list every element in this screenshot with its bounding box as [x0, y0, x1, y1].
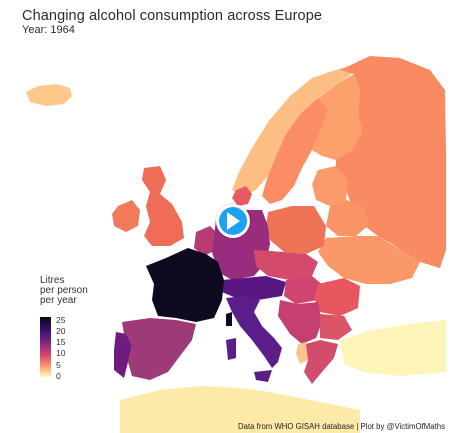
region-romania — [314, 278, 360, 316]
region-corsica — [226, 312, 232, 326]
region-iceland — [26, 84, 72, 106]
legend-tick-label: 15 — [56, 337, 66, 347]
region-sweden — [262, 98, 328, 204]
region-austria-switzerland — [222, 276, 286, 300]
region-france — [146, 248, 224, 322]
region-finland — [312, 74, 362, 160]
region-czechoslovakia — [254, 250, 318, 280]
region-bulgaria — [320, 314, 352, 340]
legend-title-line: Litres — [40, 275, 65, 286]
play-triangle-glyph — [227, 212, 240, 230]
region-belarus — [326, 200, 370, 236]
region-sardinia — [226, 338, 236, 360]
region-greece — [304, 340, 338, 384]
map-title: Changing alcohol consumption across Euro… — [22, 8, 323, 24]
map-subtitle-year: Year: 1964 — [22, 24, 75, 36]
region-denmark — [232, 186, 252, 206]
region-benelux — [194, 226, 218, 256]
region-uk — [142, 166, 184, 246]
region-spain — [122, 318, 196, 380]
region-hungary — [284, 276, 324, 304]
region-portugal — [114, 332, 132, 378]
region-yugoslavia — [278, 300, 322, 344]
legend: Litres per person per year 25 20 15 10 5… — [40, 275, 88, 381]
region-baltics — [312, 166, 348, 206]
legend-color-bar — [40, 317, 51, 377]
region-albania — [296, 342, 308, 364]
region-italy — [226, 296, 282, 368]
region-poland — [266, 206, 326, 254]
legend-tick-label: 0 — [56, 371, 61, 381]
region-turkey — [340, 320, 446, 376]
region-sicily — [254, 370, 272, 382]
legend-tick-label: 20 — [56, 326, 66, 336]
legend-title-line: per person — [40, 285, 88, 296]
legend-tick-label: 25 — [56, 315, 66, 325]
legend-tick-label: 5 — [56, 360, 61, 370]
legend-tick-label: 10 — [56, 348, 66, 358]
region-ukraine — [318, 236, 420, 284]
legend-title-line: per year — [40, 295, 77, 306]
region-north-africa — [120, 386, 360, 433]
region-ireland — [112, 200, 140, 232]
play-button[interactable] — [216, 204, 250, 238]
source-caption: Data from WHO GISAH database | Plot by @… — [238, 422, 445, 431]
region-norway — [232, 66, 354, 196]
